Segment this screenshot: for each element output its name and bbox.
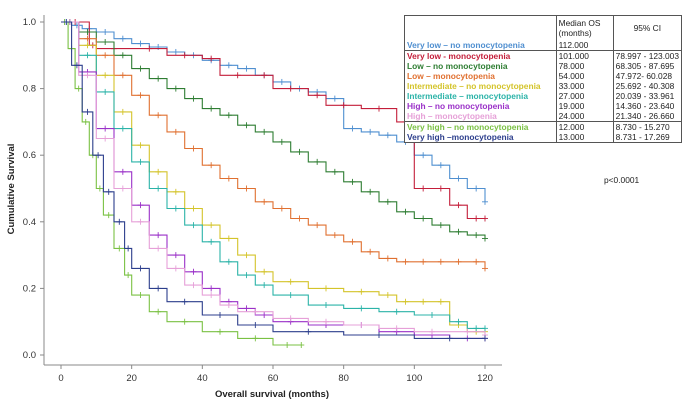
legend-row: Low – monocytopenia 54.000 47.972- 60.028 <box>405 71 681 81</box>
legend-median-os: 19.000 <box>555 101 614 111</box>
x-tick-label: 60 <box>268 373 279 384</box>
legend-ci <box>612 40 681 51</box>
legend-group-name: Very high –monocytopenia <box>407 132 514 142</box>
legend-group-name: Intermediate – monocytopenia <box>407 91 528 101</box>
legend-ci: 78.997 - 123.003 <box>612 50 681 61</box>
series-very-high-monocytopenia <box>61 19 488 342</box>
legend-group-name: Low – monocytopenia <box>407 71 495 81</box>
legend-ci: 8.730 - 15.270 <box>612 121 681 132</box>
x-tick-label: 40 <box>197 373 208 384</box>
legend-median-os: 112.000 <box>555 40 614 51</box>
legend-row: High – monocytopenia 24.000 21.340 - 26.66… <box>405 111 681 122</box>
legend-median-os: 27.000 <box>555 91 614 101</box>
legend-median-os: 24.000 <box>555 111 614 122</box>
y-tick-label: 0.2 <box>23 283 36 294</box>
x-tick-label: 120 <box>477 373 493 384</box>
legend-ci: 8.731 - 17.269 <box>612 132 681 142</box>
legend-group-name: Very high – no monocytopenia <box>405 121 557 132</box>
legend-row: Very high –monocytopenia 13.000 8.731 - 17… <box>405 132 681 142</box>
x-tick-label: 80 <box>338 373 349 384</box>
legend-ci: 20.039 - 33.961 <box>612 91 681 101</box>
y-tick-label: 1.0 <box>23 17 36 28</box>
x-tick-label: 100 <box>406 373 422 384</box>
legend-row: Very high – no monocytopenia 12.000 8.730 … <box>405 121 681 132</box>
legend-median-os: 33.000 <box>555 81 614 91</box>
survival-curve <box>61 21 485 220</box>
legend-row: High – no monocytopenia 19.000 14.360 - 23… <box>405 101 681 111</box>
legend-header-median: Median OS (months) <box>555 16 614 40</box>
legend-ci: 21.340 - 26.660 <box>612 111 681 122</box>
series-very-low-monocytopenia <box>61 19 488 222</box>
legend-group-name: Very low - monocytopenia <box>405 50 557 61</box>
survival-curve <box>61 21 486 239</box>
legend-header-ci: 95% CI <box>612 16 681 40</box>
p-value-label: p<0.0001 <box>604 175 640 185</box>
legend-group-name: Low – no monocytopenia <box>407 61 508 71</box>
legend-row: Very low – no monocytopenia 112.000 <box>405 40 681 51</box>
legend-row: Low – no monocytopenia 78.000 68.305 - 87.… <box>405 61 681 71</box>
legend-median-os: 54.000 <box>555 71 614 81</box>
legend-median-os: 12.000 <box>555 121 614 132</box>
legend-header-group <box>405 16 556 40</box>
series-low-no-monocytopenia <box>61 19 488 242</box>
y-tick-label: 0.6 <box>23 150 36 161</box>
legend-group-name: High – monocytopenia <box>407 111 497 121</box>
median-os-legend-table: Median OS (months) 95% CI Very low – no … <box>404 15 682 143</box>
y-tick-label: 0.8 <box>23 84 36 95</box>
x-tick-label: 0 <box>58 373 63 384</box>
legend-ci: 68.305 - 87.695 <box>612 61 681 71</box>
legend-ci: 47.972- 60.028 <box>612 71 681 81</box>
y-axis-title: Cumulative Survival <box>6 144 17 235</box>
legend-median-os: 78.000 <box>555 61 614 71</box>
legend-row: Intermediate – monocytopenia 27.000 20.039… <box>405 91 681 101</box>
series-very-high-no-monocytopenia <box>61 19 305 349</box>
series-intermediate-no-monocytopenia <box>61 19 488 335</box>
legend-ci: 25.692 - 40.308 <box>612 81 681 91</box>
series-intermediate-monocytopenia <box>61 19 488 332</box>
legend-median-os: 101.000 <box>555 50 614 61</box>
x-axis-title: Overall survival (months) <box>215 389 329 400</box>
legend-group-name: Very low – no monocytopenia <box>407 40 525 50</box>
y-tick-label: 0.4 <box>23 217 36 228</box>
legend-row: Very low - monocytopenia 101.000 78.997 - … <box>405 50 681 61</box>
legend-median-os: 13.000 <box>555 132 614 142</box>
legend-group-name: Intermediate – no monocytopenia <box>407 81 541 91</box>
legend-row: Intermediate – no monocytopenia 33.000 25.… <box>405 81 681 91</box>
x-tick-label: 20 <box>126 373 137 384</box>
survival-curve <box>61 21 302 346</box>
y-tick-label: 0.0 <box>23 350 36 361</box>
legend-ci: 14.360 - 23.640 <box>612 101 681 111</box>
legend-group-name: High – no monocytopenia <box>407 101 510 111</box>
